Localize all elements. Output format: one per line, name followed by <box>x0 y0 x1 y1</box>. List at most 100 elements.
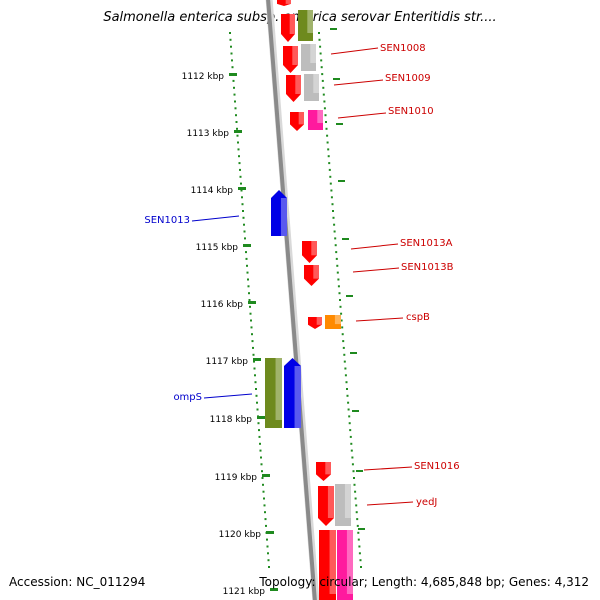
gene-arrow[interactable] <box>308 317 322 329</box>
kbp-tick <box>234 130 242 133</box>
left-dotted-boundary <box>250 326 253 329</box>
right-dotted-boundary <box>355 504 358 507</box>
left-dotted-boundary <box>263 504 266 507</box>
gene-label[interactable]: SEN1010 <box>388 106 434 117</box>
right-dotted-boundary <box>346 394 349 397</box>
kbp-label: 1120 kbp <box>219 530 262 540</box>
gene-arrow[interactable] <box>271 190 287 236</box>
right-dotted-boundary <box>337 285 340 288</box>
right-tick <box>333 78 340 80</box>
right-dotted-boundary <box>354 490 357 493</box>
right-dotted-boundary <box>328 168 331 171</box>
right-dotted-boundary <box>349 429 352 432</box>
gene-arrow[interactable] <box>316 462 331 481</box>
right-dotted-boundary <box>340 319 343 322</box>
left-dotted-boundary <box>266 545 269 548</box>
gene-arrow-highlight <box>325 462 331 475</box>
gene-arrow[interactable] <box>302 241 317 263</box>
gene-box[interactable] <box>325 315 341 329</box>
left-dotted-boundary <box>244 237 246 240</box>
left-dotted-boundary <box>254 381 257 384</box>
right-tick <box>338 180 345 182</box>
right-dotted-boundary <box>330 196 333 199</box>
gene-label[interactable]: SEN1013 <box>144 215 190 226</box>
gene-leader-line <box>352 267 400 273</box>
gene-box[interactable] <box>319 530 336 600</box>
gene-label[interactable]: ompS <box>173 392 202 403</box>
right-dotted-boundary <box>323 100 326 103</box>
gene-label[interactable]: SEN1013B <box>401 262 454 273</box>
gene-box[interactable] <box>301 44 316 71</box>
gene-leader-line <box>333 79 384 86</box>
right-dotted-boundary <box>348 422 351 425</box>
gene-box[interactable] <box>304 74 319 101</box>
gene-arrow-highlight <box>295 75 301 94</box>
right-dotted-boundary <box>349 435 352 438</box>
gene-box[interactable] <box>335 484 351 526</box>
left-dotted-boundary <box>251 340 254 343</box>
gene-arrow-highlight <box>316 317 322 325</box>
gene-label[interactable]: cspB <box>406 312 430 323</box>
left-dotted-boundary <box>237 148 240 151</box>
left-dotted-boundary <box>248 299 251 301</box>
right-dotted-boundary <box>352 470 355 473</box>
gene-arrow-highlight <box>298 112 304 125</box>
right-dotted-boundary <box>344 374 347 377</box>
right-dotted-boundary <box>360 566 362 568</box>
gene-label[interactable]: SEN1009 <box>385 73 431 84</box>
left-dotted-boundary <box>267 552 269 555</box>
left-dotted-boundary <box>248 292 250 295</box>
right-dotted-boundary <box>338 292 341 295</box>
right-dotted-boundary <box>326 134 329 137</box>
left-dotted-boundary <box>258 435 261 438</box>
gene-arrow-highlight <box>327 486 334 518</box>
right-dotted-boundary <box>325 121 327 123</box>
left-dotted-boundary <box>251 333 253 336</box>
right-dotted-boundary <box>329 175 332 178</box>
gene-label[interactable]: SEN1008 <box>380 43 426 54</box>
right-dotted-boundary <box>347 401 350 404</box>
right-dotted-boundary <box>336 271 339 274</box>
gene-box[interactable] <box>298 10 313 41</box>
gene-arrow[interactable] <box>304 265 319 286</box>
gene-arrow[interactable] <box>281 14 295 42</box>
gene-label[interactable]: SEN1013A <box>400 238 453 249</box>
right-dotted-boundary <box>318 38 321 41</box>
gene-label[interactable]: yedJ <box>416 497 437 508</box>
gene-arrow[interactable] <box>290 112 304 131</box>
kbp-tick <box>243 244 251 247</box>
gene-box[interactable] <box>308 110 323 130</box>
left-dotted-boundary <box>254 374 256 377</box>
left-dotted-boundary <box>253 367 256 370</box>
left-dotted-boundary <box>246 264 248 267</box>
left-dotted-boundary <box>232 79 235 82</box>
gene-leader-line <box>363 466 413 471</box>
right-dotted-boundary <box>343 360 346 363</box>
gene-arrow-highlight <box>280 198 287 236</box>
left-dotted-boundary <box>249 305 251 308</box>
left-dotted-boundary <box>267 559 270 562</box>
gene-box[interactable] <box>265 358 282 428</box>
gene-box-highlight <box>310 44 316 63</box>
kbp-tick <box>248 301 256 304</box>
kbp-label: 1118 kbp <box>210 415 253 425</box>
kbp-tick <box>257 416 265 419</box>
gene-arrow[interactable] <box>277 0 291 6</box>
gene-box[interactable] <box>337 530 353 600</box>
left-dotted-boundary <box>247 285 250 288</box>
gene-label[interactable]: SEN1016 <box>414 461 460 472</box>
chromosome-backbone <box>266 0 317 600</box>
topology-label: Topology: circular; Length: 4,685,848 bp… <box>259 575 589 589</box>
left-dotted-boundary <box>243 223 245 226</box>
gene-arrow[interactable] <box>284 358 301 428</box>
right-dotted-boundary <box>356 524 359 527</box>
gene-arrow[interactable] <box>286 75 301 102</box>
gene-arrow[interactable] <box>283 46 298 73</box>
right-dotted-boundary <box>341 333 344 336</box>
gene-arrow[interactable] <box>318 486 334 526</box>
left-dotted-boundary <box>230 52 233 55</box>
kbp-tick <box>229 73 237 76</box>
left-dotted-boundary <box>243 230 246 233</box>
right-dotted-boundary <box>343 353 346 356</box>
